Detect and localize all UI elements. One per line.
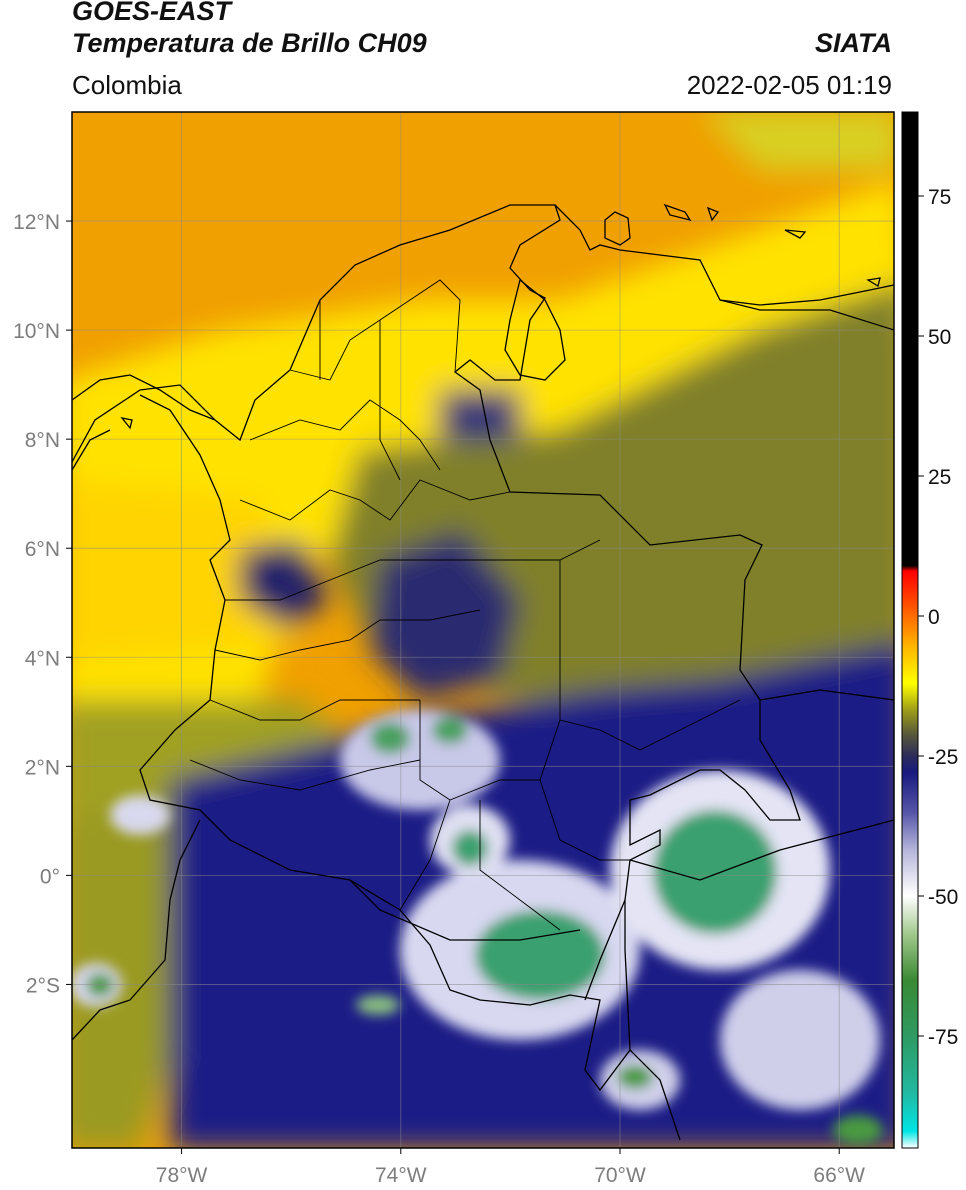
organization-label: SIATA [815,28,892,58]
country-boundaries [72,203,894,1141]
latitude-tick-labels: 12°N 10°N 8°N 6°N 4°N 2°N 0° 2°S [13,211,72,997]
colorbar-tick-labels: 75 50 25 0 -25 -50 -75 [918,186,958,1049]
lon-tick-label: 70°W [594,1164,646,1187]
colorbar-tick-label: 25 [928,466,951,489]
colorbar-tick-label: -75 [928,1026,958,1049]
lon-tick-label: 66°W [813,1164,865,1187]
colorbar-tick-label: 75 [928,186,951,209]
colorbar-tick-label: 50 [928,326,951,349]
region-label: Colombia [72,70,182,100]
colorbar-tick-label: 0 [928,606,940,629]
colorbar-tick-label: -25 [928,746,958,769]
colorbar-scale [901,111,919,1149]
lat-tick-label: 12°N [13,211,60,234]
lat-tick-label: 0° [40,865,60,888]
lon-tick-label: 74°W [375,1164,427,1187]
map-gridlines [72,112,894,1148]
product-title: Temperatura de Brillo CH09 [72,28,427,58]
lat-tick-label: 2°N [25,756,60,779]
lat-tick-label: 4°N [25,647,60,670]
timestamp-label: 2022-02-05 01:19 [686,70,892,100]
colorbar: 75 50 25 0 -25 -50 -75 [901,111,958,1149]
lon-tick-label: 78°W [156,1164,208,1187]
longitude-tick-labels: 78°W 74°W 70°W 66°W [156,1148,865,1187]
map-frame [71,111,895,1149]
lat-tick-label: 10°N [13,320,60,343]
satellite-title: GOES-EAST [72,0,232,26]
colorbar-tick-label: -50 [928,886,958,909]
department-boundaries [189,279,741,931]
brightness-temperature-field [72,112,894,1148]
lat-tick-label: 2°S [26,974,60,997]
lat-tick-label: 8°N [25,429,60,452]
lat-tick-label: 6°N [25,538,60,561]
